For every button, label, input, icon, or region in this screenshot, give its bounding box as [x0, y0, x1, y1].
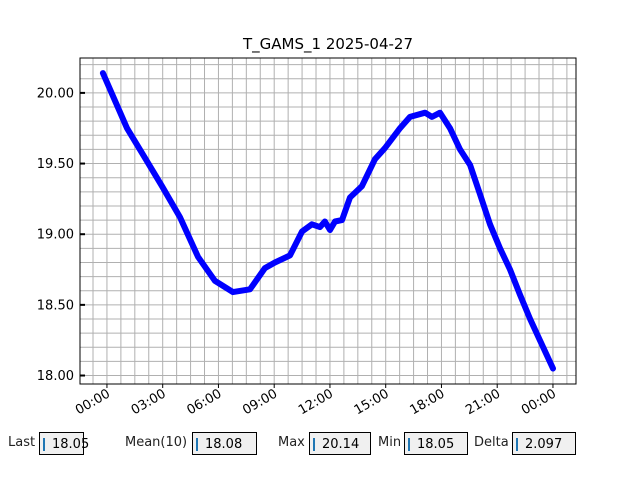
y-tick-label: 19.00: [37, 228, 74, 243]
delta-field[interactable]: 2.097: [512, 432, 576, 455]
y-tick-label: 18.00: [37, 369, 74, 384]
x-tick-label: 21:00: [463, 386, 503, 418]
mean-label: Mean(10): [125, 435, 188, 450]
x-tick-label: 00:00: [519, 386, 559, 418]
series-line: [99, 70, 556, 372]
y-tick-label: 18.50: [37, 298, 74, 313]
x-tick-label: 18:00: [408, 386, 448, 418]
mean-field[interactable]: 18.08: [192, 432, 257, 455]
x-tick-label: 09:00: [240, 386, 280, 418]
x-tick-label: 12:00: [296, 386, 336, 418]
max-field[interactable]: 20.14: [309, 432, 371, 455]
min-field[interactable]: 18.05: [404, 432, 468, 455]
min-label: Min: [378, 435, 402, 450]
x-tick-label: 00:00: [73, 386, 113, 418]
last-label: Last: [8, 435, 36, 450]
x-tick-label: 03:00: [129, 386, 169, 418]
max-label: Max: [278, 435, 305, 450]
x-tick-label: 15:00: [352, 386, 392, 418]
y-tick-label: 20.00: [37, 86, 74, 101]
chart: 18.00 18.50 19.00 19.50 20.00 00:00 03:00 06:00…: [37, 35, 577, 418]
y-tick-label: 19.50: [37, 157, 74, 172]
last-field[interactable]: 18.05: [39, 432, 89, 455]
plot-frame: [79, 57, 577, 385]
chart-title: T_GAMS_1 2025-04-27: [242, 35, 413, 54]
x-tick-label: 06:00: [184, 386, 224, 418]
delta-label: Delta: [474, 435, 509, 450]
